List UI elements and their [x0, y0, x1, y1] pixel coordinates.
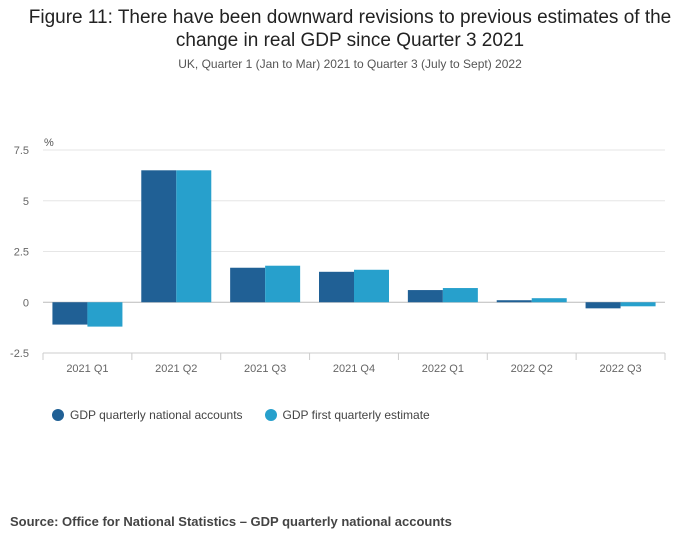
x-tick-label: 2021 Q4 [333, 363, 375, 375]
bar-first-estimate [265, 265, 301, 303]
chart-title: Figure 11: There have been downward revi… [28, 7, 672, 51]
source-note: Source: Office for National Statistics –… [10, 514, 452, 529]
bar-chart: % 7.5 5 2.5 0 -2.5 2021 Q1 2021 Q2 2021 Q3 2021 Q… [10, 137, 666, 375]
x-tick-label: 2021 Q3 [244, 363, 286, 375]
bar-first-estimate [531, 298, 567, 303]
legend-label-first-estimate: GDP first quarterly estimate [282, 408, 430, 422]
bar-first-estimate [354, 269, 389, 303]
legend-swatch-first-estimate [264, 409, 277, 421]
bar-national-accounts [230, 267, 266, 303]
chart-subtitle: UK, Quarter 1 (Jan to Mar) 2021 to Quart… [178, 57, 522, 71]
legend-label-national-accounts: GDP quarterly national accounts [70, 408, 243, 422]
x-tick-label: 2022 Q1 [422, 363, 464, 375]
y-tick-label: 2.5 [14, 247, 29, 259]
x-tick-label: 2022 Q2 [511, 363, 553, 375]
bar-national-accounts [52, 302, 88, 325]
legend-item-national-accounts: GDP quarterly national accounts [52, 408, 243, 422]
bar-first-estimate [620, 302, 656, 307]
x-tick-label: 2021 Q1 [66, 363, 108, 375]
bar-national-accounts [319, 271, 354, 303]
legend-item-first-estimate: GDP first quarterly estimate [264, 408, 430, 422]
bar-first-estimate [87, 302, 123, 327]
y-tick-label: 0 [23, 297, 29, 309]
bar-national-accounts [496, 300, 532, 303]
bar-first-estimate [176, 170, 212, 303]
bar-national-accounts [407, 290, 443, 303]
legend-swatch-national-accounts [52, 409, 64, 421]
bar-national-accounts [141, 170, 177, 303]
bar-first-estimate [442, 288, 478, 303]
x-tick-label: 2021 Q2 [155, 363, 197, 375]
bar-national-accounts [585, 302, 621, 309]
y-tick-label: 7.5 [14, 145, 29, 157]
x-tick-label: 2022 Q3 [599, 363, 641, 375]
y-tick-label: 5 [23, 196, 29, 208]
y-tick-label: -2.5 [10, 348, 29, 360]
y-axis-unit-label: % [44, 137, 54, 149]
chart-legend: GDP quarterly national accounts GDP firs… [52, 408, 430, 422]
